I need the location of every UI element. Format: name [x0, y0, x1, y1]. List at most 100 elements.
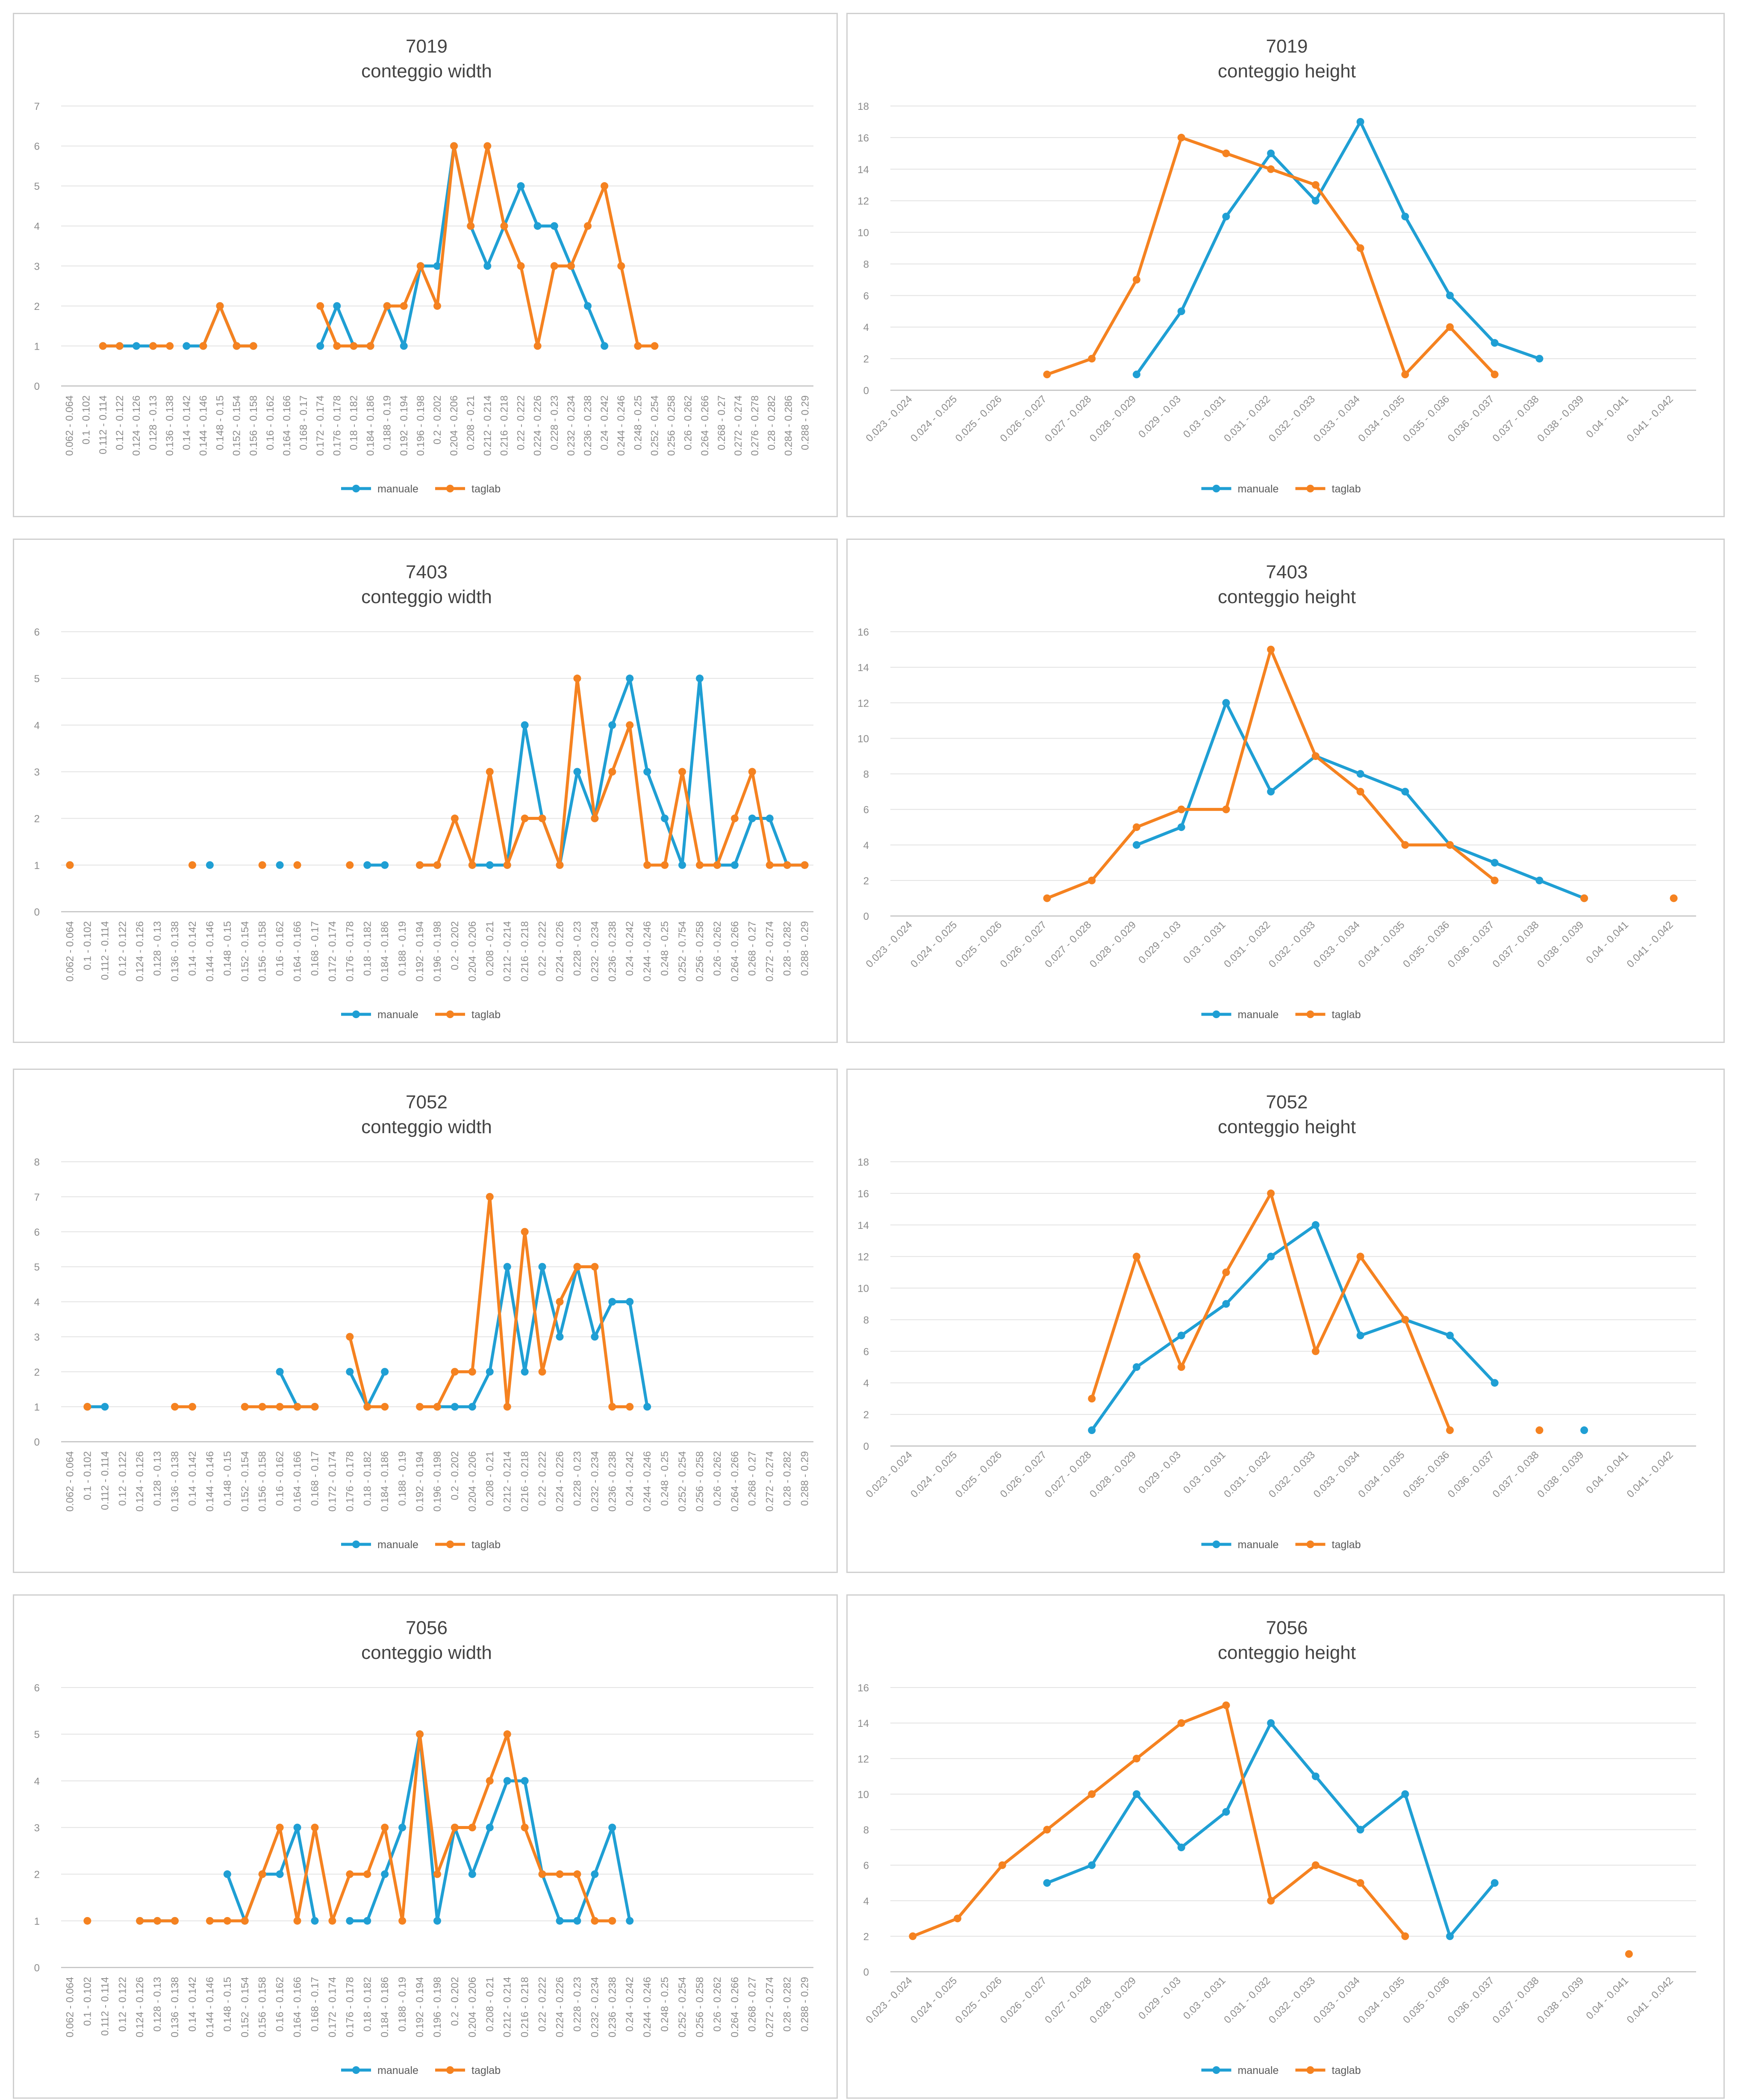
data-point-taglab [199, 342, 207, 350]
legend-marker-manuale [1212, 1540, 1220, 1548]
data-point-taglab [1491, 876, 1499, 884]
y-tick-label: 0 [34, 381, 40, 392]
y-tick-label: 16 [857, 1188, 869, 1200]
legend-label-manuale: manuale [377, 1539, 418, 1551]
data-point-taglab [695, 861, 704, 869]
x-tick-label: 0.244 - 0.246 [616, 395, 627, 456]
data-point-taglab [381, 1403, 389, 1411]
data-point-taglab [276, 1403, 284, 1411]
data-point-taglab [1401, 1316, 1409, 1324]
data-point-manuale [381, 1368, 389, 1376]
x-tick-label: 0.062 - 0.064 [64, 1451, 76, 1511]
chart-svg-7056-width: 7056 conteggio width 0 1 2 3 4 5 6 0.062 - 0.064 0… [34, 1617, 813, 2076]
data-point-taglab [1088, 355, 1096, 363]
x-tick-label: 0.232 - 0.234 [589, 921, 601, 981]
data-point-manuale [521, 1368, 529, 1376]
data-point-taglab [601, 182, 609, 190]
data-point-taglab [521, 1823, 529, 1832]
y-tick-label: 0 [863, 1967, 869, 1978]
x-tick-label: 0.023 - 0.024 [863, 1975, 914, 2026]
x-tick-label: 0.288 - 0.29 [799, 1451, 811, 1506]
data-point-taglab [311, 1403, 319, 1411]
data-point-taglab [1446, 1426, 1454, 1434]
chart-title: 7052 [406, 1092, 448, 1113]
data-point-taglab [115, 342, 124, 350]
series-line-manuale [318, 144, 606, 348]
data-point-taglab [766, 861, 774, 869]
x-tick-label: 0.248 - 0.25 [659, 921, 671, 976]
x-tick-label: 0.288 - 0.29 [799, 1977, 811, 2032]
y-tick-label: 2 [34, 1869, 40, 1881]
x-tick-label: 0.272 - 0.274 [764, 921, 776, 981]
data-point-taglab [223, 1917, 231, 1925]
x-tick-label: 0.112 - 0.114 [99, 921, 111, 980]
data-point-taglab [731, 814, 739, 822]
x-tick-label: 0.168 - 0.17 [309, 921, 321, 976]
x-tick-label: 0.268 - 0.27 [716, 395, 728, 450]
data-point-manuale [346, 1917, 354, 1925]
chart-subtitle: conteggio width [361, 1642, 492, 1663]
data-point-taglab [433, 861, 441, 869]
x-tick-label: 0.038 - 0.039 [1535, 393, 1586, 444]
x-tick-label: 0.172 - 0.174 [327, 1977, 338, 2037]
x-tick-label: 0.12 - 0.122 [117, 1451, 128, 1506]
x-tick-label: 0.184 - 0.186 [379, 1977, 391, 2037]
data-point-taglab [216, 302, 224, 310]
x-tick-label: 0.037 - 0.038 [1491, 919, 1541, 970]
data-point-taglab [634, 342, 642, 350]
x-tick-label: 0.196 - 0.198 [432, 1977, 443, 2037]
x-tick-label: 0.212 - 0.214 [502, 921, 513, 981]
x-tick-label: 0.031 - 0.032 [1222, 1449, 1273, 1500]
legend-marker-manuale [1212, 2066, 1220, 2074]
data-point-manuale [521, 721, 529, 729]
y-tick-label: 7 [34, 1192, 40, 1203]
data-point-taglab [608, 1917, 616, 1925]
x-tick-label: 0.26 - 0.262 [712, 1451, 723, 1506]
x-tick-label: 0.244 - 0.246 [642, 921, 653, 981]
x-tick-label: 0.029 - 0.03 [1136, 1449, 1183, 1496]
y-tick-label: 5 [34, 673, 40, 685]
chart-subtitle: conteggio height [1218, 1116, 1356, 1137]
chart-svg-7403-height: 7403 conteggio height 0 2 4 6 8 10 12 14 16 0.023 -… [857, 562, 1696, 1021]
y-tick-label: 3 [34, 767, 40, 778]
x-tick-label: 0.029 - 0.03 [1136, 1975, 1183, 2022]
data-point-taglab [1132, 823, 1140, 831]
x-tick-label: 0.04 - 0.041 [1584, 1975, 1631, 2022]
x-tick-label: 0.268 - 0.27 [747, 1977, 758, 2032]
chart-panel-7403-width: 7403 conteggio width 0 1 2 3 4 5 6 0.062 - 0.064 0… [13, 539, 838, 1043]
x-tick-label: 0.18 - 0.182 [362, 921, 373, 976]
data-point-taglab [533, 342, 542, 350]
y-tick-label: 0 [34, 1437, 40, 1448]
x-tick-label: 0.216 - 0.218 [519, 1977, 531, 2037]
x-tick-label: 0.124 - 0.126 [134, 921, 146, 981]
x-tick-label: 0.14 - 0.142 [187, 1451, 198, 1506]
x-tick-label: 0.204 - 0.206 [467, 921, 478, 981]
x-tick-label: 0.164 - 0.166 [292, 921, 303, 981]
data-point-taglab [483, 142, 492, 150]
data-point-manuale [363, 861, 371, 869]
x-tick-label: 0.192 - 0.194 [414, 1451, 426, 1511]
chart-subtitle: conteggio height [1218, 586, 1356, 607]
x-tick-label: 0.144 - 0.146 [204, 1977, 216, 2037]
chart-panel-7056-width: 7056 conteggio width 0 1 2 3 4 5 6 0.062 - 0.064 0… [13, 1594, 838, 2099]
x-tick-label: 0.244 - 0.246 [642, 1451, 653, 1511]
x-tick-label: 0.216 - 0.218 [519, 921, 531, 981]
data-point-taglab [416, 1730, 424, 1738]
data-point-manuale [556, 1333, 564, 1341]
x-tick-label: 0.034 - 0.035 [1356, 1975, 1407, 2026]
x-tick-label: 0.041 - 0.042 [1625, 393, 1676, 444]
x-tick-label: 0.1 - 0.102 [82, 921, 93, 970]
x-tick-label: 0.026 - 0.027 [998, 1975, 1049, 2026]
data-point-manuale [1401, 1790, 1409, 1798]
data-point-manuale [433, 1917, 441, 1925]
x-tick-label: 0.041 - 0.042 [1625, 1449, 1676, 1500]
x-tick-label: 0.148 - 0.15 [222, 1451, 233, 1506]
legend-marker-taglab [1306, 485, 1314, 492]
data-point-manuale [1267, 149, 1275, 157]
y-tick-label: 3 [34, 1331, 40, 1343]
x-tick-label: 0.025 - 0.026 [953, 919, 1004, 970]
y-tick-label: 2 [863, 875, 869, 887]
x-tick-label: 0.033 - 0.034 [1311, 1449, 1362, 1500]
x-tick-label: 0.192 - 0.194 [414, 921, 426, 981]
x-tick-label: 0.248 - 0.25 [659, 1977, 671, 2032]
